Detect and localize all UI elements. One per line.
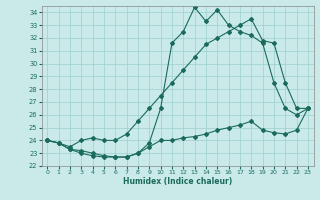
X-axis label: Humidex (Indice chaleur): Humidex (Indice chaleur) (123, 177, 232, 186)
